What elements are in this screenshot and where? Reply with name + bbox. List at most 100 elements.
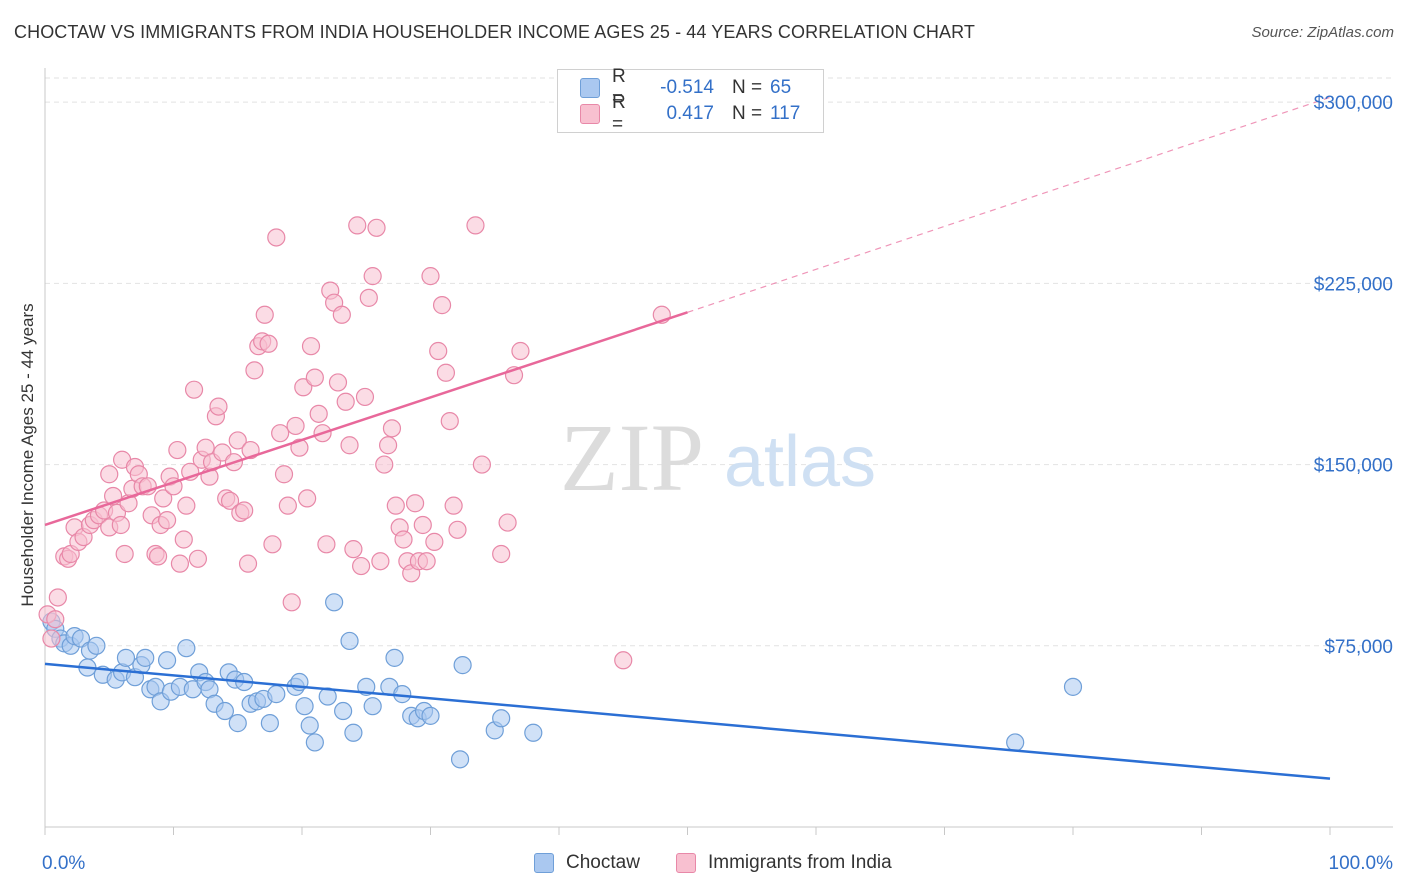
- india-point: [348, 216, 367, 235]
- india-point: [184, 380, 204, 399]
- chart-title: CHOCTAW VS IMMIGRANTS FROM INDIA HOUSEHO…: [14, 22, 975, 42]
- india-point: [177, 496, 196, 515]
- source-label: Source: ZipAtlas.com: [1251, 24, 1394, 41]
- india-point: [255, 305, 274, 324]
- choctaw-point: [363, 697, 382, 716]
- india-point: [421, 267, 440, 286]
- india-point: [282, 593, 301, 612]
- choctaw-point: [340, 631, 359, 651]
- india-point: [271, 424, 290, 443]
- india-point: [298, 489, 317, 508]
- india-point: [352, 556, 371, 576]
- choctaw-point: [136, 648, 155, 667]
- choctaw-point: [228, 714, 247, 733]
- choctaw-point: [344, 723, 363, 742]
- choctaw-trend-line: [44, 662, 1331, 780]
- india-point: [436, 363, 456, 382]
- choctaw-point: [260, 714, 279, 733]
- india-point: [371, 552, 390, 571]
- india-point: [336, 392, 355, 411]
- india-point: [305, 368, 324, 387]
- watermark: ZIP atlas: [560, 404, 876, 511]
- india-point: [498, 513, 517, 532]
- india-point: [340, 436, 359, 455]
- india-point: [148, 547, 168, 566]
- legend-swatch-india: [580, 104, 600, 124]
- india-point: [448, 520, 467, 539]
- y-axis-label: Householder Income Ages 25 - 44 years: [18, 303, 37, 606]
- legend-row-choctaw: R = -0.514 N = 65: [580, 66, 791, 109]
- india-point: [301, 337, 321, 356]
- choctaw-point: [116, 648, 136, 667]
- choctaw-point: [295, 697, 314, 716]
- india-point: [511, 341, 530, 361]
- india-point: [188, 549, 208, 568]
- india-point: [332, 305, 351, 324]
- india-point: [440, 411, 459, 431]
- india-point: [209, 397, 228, 416]
- axes: [44, 68, 1393, 835]
- series-swatch-india: [676, 853, 696, 873]
- choctaw-point: [177, 639, 196, 658]
- india-point: [100, 465, 119, 484]
- india-point: [245, 361, 264, 380]
- india-point: [466, 216, 485, 235]
- choctaw-point: [87, 636, 106, 655]
- y-tick-label: $150,000: [1314, 456, 1393, 477]
- india-point: [344, 540, 363, 559]
- india-point: [429, 341, 448, 361]
- india-point: [359, 288, 378, 307]
- india-point: [355, 387, 375, 407]
- india-point: [263, 535, 282, 554]
- legend-n-label: N =: [732, 77, 763, 98]
- india-point: [228, 431, 247, 450]
- india-point: [294, 378, 313, 397]
- india-point: [328, 373, 348, 392]
- series-label-choctaw: Choctaw: [566, 852, 640, 873]
- india-point: [417, 552, 436, 571]
- y-tick-label: $225,000: [1314, 274, 1393, 295]
- india-point: [168, 440, 187, 460]
- india-point: [375, 455, 394, 474]
- choctaw-point: [385, 648, 404, 667]
- series-legend: Choctaw Immigrants from India: [0, 852, 1406, 878]
- x-tick-label: 0.0%: [42, 853, 85, 874]
- choctaw-point: [453, 656, 472, 675]
- india-point: [614, 651, 633, 670]
- legend-r-label: R =: [612, 66, 626, 109]
- series-legend-india[interactable]: Immigrants from India: [676, 852, 892, 874]
- choctaw-point: [157, 651, 177, 670]
- watermark-zip: ZIP: [560, 404, 704, 511]
- choctaw-point: [421, 706, 440, 725]
- india-point: [157, 511, 177, 530]
- india-trend-line: [44, 311, 688, 527]
- legend-row-india: R = 0.417 N = 117: [580, 92, 800, 135]
- choctaw-point: [1063, 677, 1083, 696]
- choctaw-point: [300, 716, 319, 735]
- india-point: [238, 554, 258, 573]
- india-point: [472, 455, 491, 474]
- india-point: [413, 515, 432, 535]
- india-point: [235, 501, 254, 520]
- series-legend-choctaw[interactable]: Choctaw: [534, 852, 640, 874]
- india-point: [111, 515, 130, 535]
- legend-r-label: R =: [612, 92, 626, 135]
- india-point: [259, 334, 278, 353]
- india-point: [386, 496, 405, 515]
- legend-swatch-choctaw: [580, 78, 600, 98]
- legend-r-value: -0.514: [660, 77, 714, 98]
- india-trend-line-extension: [687, 96, 1331, 313]
- india-point: [317, 535, 336, 554]
- india-point: [213, 443, 232, 462]
- india-point: [367, 218, 386, 237]
- india-point: [405, 494, 425, 513]
- india-point: [48, 588, 67, 607]
- india-point: [382, 419, 402, 438]
- india-point: [278, 496, 297, 515]
- choctaw-point: [71, 629, 91, 648]
- india-point: [444, 496, 463, 515]
- choctaw-point: [267, 685, 286, 704]
- india-point: [115, 544, 134, 564]
- india-point: [378, 436, 398, 455]
